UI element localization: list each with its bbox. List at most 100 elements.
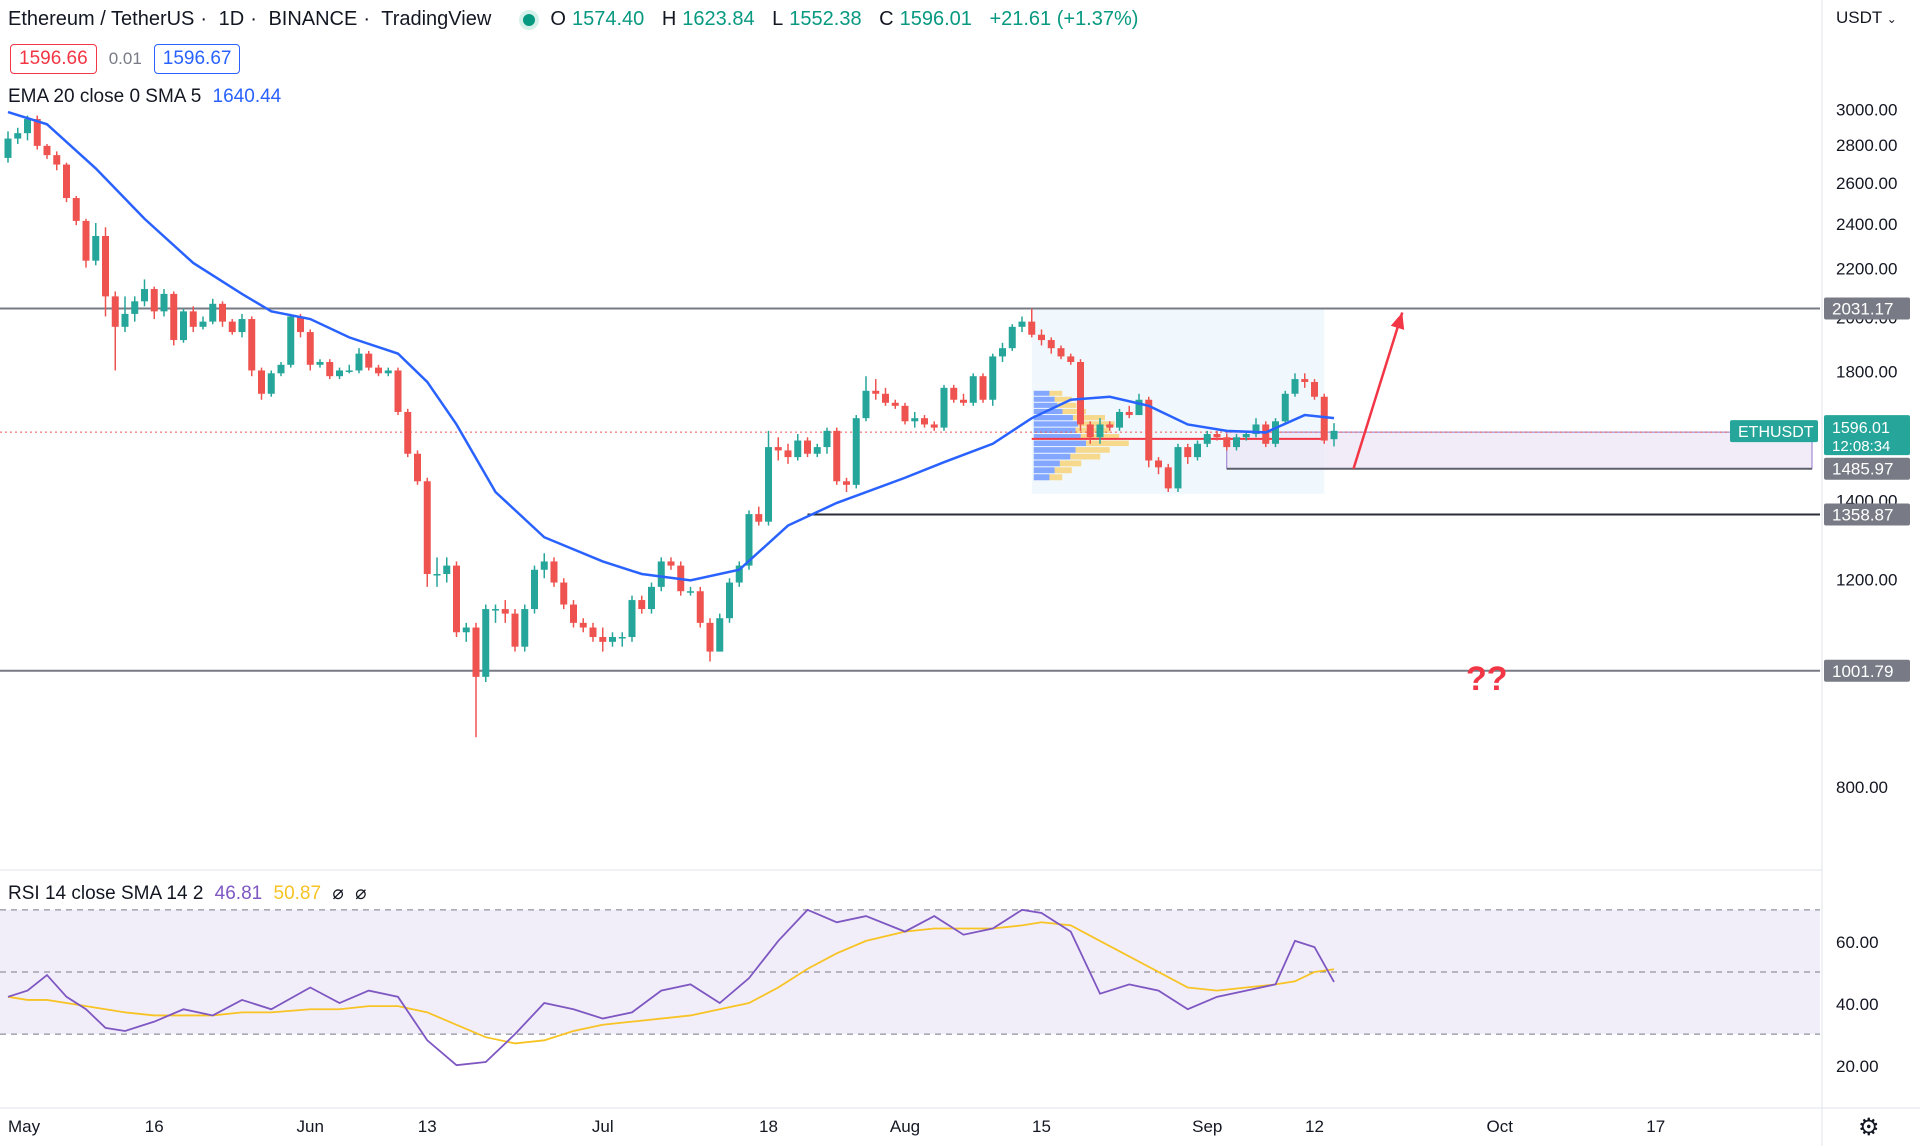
interval[interactable]: 1D: [218, 8, 245, 30]
candle-body: [394, 370, 402, 412]
candle-body: [462, 627, 470, 633]
candle-body: [1194, 443, 1201, 458]
candle-body: [1067, 356, 1075, 362]
profile-bar-down: [1054, 467, 1072, 474]
projection-arrow[interactable]: [1352, 312, 1405, 470]
price-tick-label: 1200.00: [1836, 570, 1897, 589]
candle-body: [511, 613, 519, 647]
candle-body: [657, 561, 665, 587]
candle-body: [969, 376, 977, 403]
candle: [872, 379, 880, 400]
time-tick-label: Aug: [890, 1117, 920, 1136]
settings-gear-icon[interactable]: ⚙: [1858, 1114, 1880, 1141]
profile-bar-up: [1033, 460, 1060, 467]
ohlc-low: L 1552.38: [772, 8, 867, 30]
candle-body: [872, 390, 880, 394]
axis-price-labels: 2031.17 1485.97 1358.87 1001.79 ETHUSDT 1596.…: [1730, 297, 1910, 682]
profile-bar-down: [1049, 474, 1063, 481]
candle: [960, 393, 967, 406]
arrow-shaft[interactable]: [1352, 312, 1404, 470]
separator: ·: [200, 8, 208, 30]
candle-body: [813, 447, 821, 454]
symbol-legend[interactable]: Ethereum / TetherUS · 1D · BINANCE · Tradin…: [8, 8, 1144, 31]
arrow-head[interactable]: [1390, 312, 1405, 330]
candle-body: [560, 582, 568, 605]
candle: [1057, 345, 1065, 360]
ohlc-change: +21.61 (+1.37%): [989, 8, 1139, 30]
eye-off-icon[interactable]: ⌀: [355, 883, 367, 904]
candle-body: [521, 609, 529, 647]
candle: [940, 384, 948, 431]
eye-off-icon[interactable]: ⌀: [332, 883, 344, 904]
candle: [511, 609, 519, 652]
candle: [1077, 359, 1084, 431]
candle: [843, 477, 850, 492]
symbol-name[interactable]: Ethereum / TetherUS: [8, 8, 195, 30]
candle-body: [609, 637, 616, 642]
candle-body: [940, 387, 948, 428]
ohlc-open: O 1574.40: [550, 8, 650, 30]
ema-legend[interactable]: EMA 20 close 0 SMA 5 1640.44: [8, 86, 287, 108]
candle-body: [531, 569, 538, 610]
candle-body: [209, 303, 217, 322]
candle: [141, 279, 148, 307]
candle-body: [843, 481, 850, 485]
ohlc-close: C 1596.01: [879, 8, 978, 30]
candle: [794, 434, 802, 461]
candle-body: [550, 561, 558, 583]
candle-body: [82, 220, 90, 261]
candle: [1174, 443, 1182, 492]
candle: [570, 600, 577, 628]
candle: [1291, 373, 1299, 397]
candle-body: [862, 390, 870, 419]
time-tick-label: 13: [418, 1117, 437, 1136]
candle: [716, 613, 724, 652]
candle-body: [1038, 334, 1045, 341]
profile-bar-up: [1033, 474, 1050, 481]
candle: [726, 578, 733, 623]
candle-body: [979, 376, 987, 400]
separator: ·: [363, 8, 371, 30]
candle-body: [1233, 437, 1240, 448]
candle-body: [326, 361, 334, 377]
candle-body: [999, 348, 1006, 357]
separator: ·: [250, 8, 257, 30]
candle-body: [1262, 424, 1270, 444]
candle: [1028, 308, 1036, 338]
candle-body: [765, 447, 772, 522]
countdown-label: 12:08:34: [1832, 438, 1890, 455]
rsi-line: [7, 908, 1335, 1067]
candle: [1086, 421, 1094, 444]
candle-body: [1281, 393, 1289, 422]
candle: [111, 291, 119, 371]
rsi-legend[interactable]: RSI 14 close SMA 14 2 46.81 50.87 ⌀ ⌀: [8, 882, 373, 905]
candle: [1330, 423, 1338, 447]
candle: [560, 578, 568, 610]
rsi-tick-label: 20.00: [1836, 1057, 1879, 1076]
currency-selector[interactable]: USDT ⌄: [1836, 8, 1897, 28]
candle-body: [482, 609, 490, 677]
candle-body: [706, 622, 714, 652]
candle-body: [170, 293, 178, 341]
exchange: BINANCE: [268, 8, 358, 30]
candle-body: [911, 418, 919, 422]
candle-body: [297, 316, 304, 333]
horizontal-levels[interactable]: [0, 307, 1820, 672]
rsi-sma-line: [7, 921, 1335, 1045]
candle-body: [1086, 424, 1094, 438]
candle-body: [882, 393, 889, 403]
candle-body: [1320, 396, 1328, 441]
candle: [1223, 434, 1231, 451]
candle-body: [141, 289, 148, 302]
ohlc-high: H 1623.84: [662, 8, 761, 30]
candle-body: [1213, 434, 1221, 438]
buy-button[interactable]: 1596.67: [153, 44, 241, 74]
candle: [43, 144, 51, 159]
candle-body: [1116, 411, 1123, 428]
candle-body: [1203, 434, 1211, 444]
sell-button[interactable]: 1596.66: [10, 44, 97, 74]
candle: [462, 622, 470, 642]
candle-body: [121, 313, 129, 327]
candle-body: [4, 138, 12, 158]
